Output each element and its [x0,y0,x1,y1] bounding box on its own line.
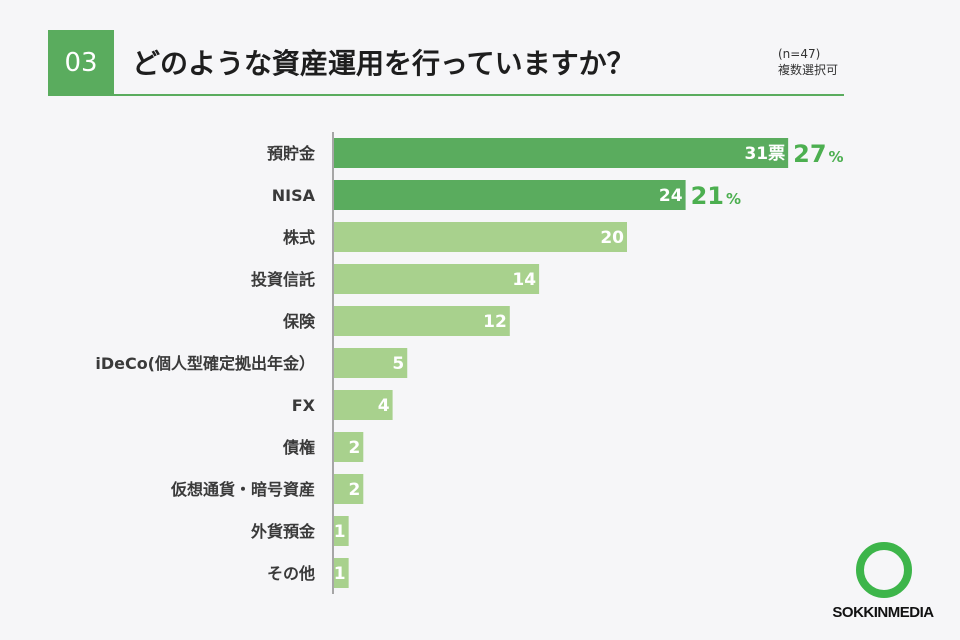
sample-size: (n=47) [778,47,821,61]
value-label: 14 [512,270,536,290]
bar [334,138,789,168]
bar [334,264,540,294]
bar [334,348,408,378]
category-label: NISA [272,186,316,205]
question-title: どのような資産運用を行っていますか？ [132,47,635,80]
category-label: 外貨預金 [250,522,316,541]
question-number: 03 [48,30,114,96]
value-label: 2 [348,438,360,458]
bar [334,306,510,336]
category-label: iDeCo(個人型確定拠出年金） [95,354,315,373]
category-label: 債権 [282,438,315,457]
multiple-choice-note: 複数選択可 [778,63,839,77]
value-label: 24 [659,186,683,206]
category-label: 仮想通貨・暗号資産 [170,480,315,499]
value-label: 31票 [744,144,785,164]
category-label: その他 [267,564,315,583]
bar [334,390,393,420]
bar [334,222,627,252]
value-label: 1 [334,564,346,584]
category-label: 預貯金 [267,144,316,163]
category-label: 株式 [283,228,315,247]
bar [334,180,686,210]
bar [334,558,349,588]
sokkin-media-logo: SOKKINMEDIA [828,542,938,628]
percent-label: 27% [793,140,843,168]
bar [334,432,364,462]
header-underline [114,94,844,96]
bar [334,516,349,546]
category-label: 投資信託 [251,270,315,289]
logo-text: SOKKINMEDIA [832,604,934,621]
category-label: FX [292,396,316,415]
value-label: 1 [334,522,346,542]
bar [334,474,364,504]
percent-label: 21% [691,182,741,210]
value-label: 20 [600,228,624,248]
value-label: 12 [483,312,507,332]
question-note: (n=47) 複数選択可 [778,46,838,78]
value-label: 5 [392,354,404,374]
value-label: 4 [378,396,390,416]
value-label: 2 [348,480,360,500]
logo-ring-icon [856,542,912,598]
question-header: 03 どのような資産運用を行っていますか？ (n=47) 複数選択可 [48,30,844,96]
category-label: 保険 [282,312,316,331]
